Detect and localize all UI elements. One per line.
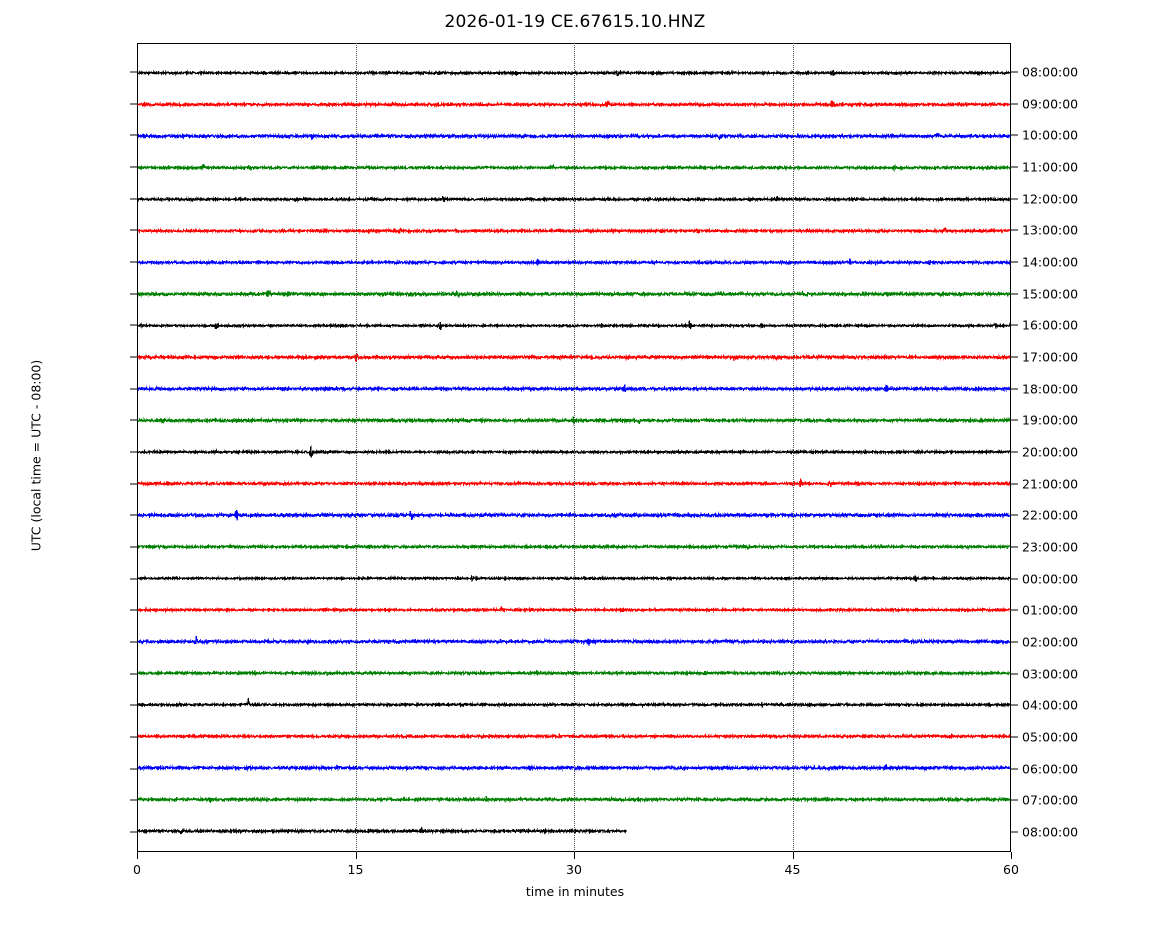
y-tick-mark-left xyxy=(130,166,137,168)
gridline-15min xyxy=(355,43,357,852)
y-tick-mark-left xyxy=(130,704,137,706)
y-tick-label-right: 03:00:00 xyxy=(1022,666,1079,682)
y-tick-label-right: 05:00:00 xyxy=(1022,729,1079,745)
y-tick-mark-left xyxy=(130,356,137,358)
y-tick-label-right: 08:00:00 xyxy=(1022,824,1079,840)
y-tick-mark-left xyxy=(130,483,137,485)
y-tick-label-right: 10:00:00 xyxy=(1022,127,1079,143)
y-tick-mark-left xyxy=(130,261,137,263)
y-tick-mark-right xyxy=(1011,546,1018,548)
y-tick-mark-right xyxy=(1011,641,1018,643)
x-tick-label: 0 xyxy=(133,862,141,877)
gridline-45min xyxy=(792,43,794,852)
y-axis-label: UTC (local time = UTC - 08:00) xyxy=(28,359,44,552)
x-axis-label: time in minutes xyxy=(525,884,625,899)
y-tick-mark-left xyxy=(130,103,137,105)
y-tick-mark-right xyxy=(1011,799,1018,801)
y-tick-label-right: 04:00:00 xyxy=(1022,697,1079,713)
y-tick-label-right: 17:00:00 xyxy=(1022,349,1079,365)
y-tick-mark-right xyxy=(1011,831,1018,833)
y-tick-mark-right xyxy=(1011,293,1018,295)
y-tick-label-right: 12:00:00 xyxy=(1022,191,1079,207)
y-tick-mark-left xyxy=(130,736,137,738)
x-tick-mark xyxy=(792,852,794,859)
y-tick-mark-right xyxy=(1011,103,1018,105)
y-tick-label-right: 13:00:00 xyxy=(1022,222,1079,238)
gridline-30min xyxy=(574,43,575,852)
y-tick-mark-left xyxy=(130,324,137,326)
y-tick-mark-left xyxy=(130,229,137,231)
y-tick-label-right: 20:00:00 xyxy=(1022,444,1079,460)
y-tick-label-right: 22:00:00 xyxy=(1022,507,1079,523)
y-tick-label-right: 18:00:00 xyxy=(1022,381,1079,397)
y-tick-label-right: 14:00:00 xyxy=(1022,254,1079,270)
x-tick-label: 45 xyxy=(784,862,801,877)
x-tick-label: 60 xyxy=(1003,862,1019,877)
y-tick-label-right: 16:00:00 xyxy=(1022,317,1079,333)
y-tick-label-right: 07:00:00 xyxy=(1022,792,1079,808)
y-tick-mark-right xyxy=(1011,388,1018,390)
y-tick-mark-left xyxy=(130,419,137,421)
y-tick-label-right: 23:00:00 xyxy=(1022,539,1079,555)
x-tick-label: 30 xyxy=(566,862,582,877)
y-tick-mark-right xyxy=(1011,419,1018,421)
y-tick-label-right: 15:00:00 xyxy=(1022,286,1079,302)
y-tick-mark-left xyxy=(130,293,137,295)
y-tick-mark-left xyxy=(130,388,137,390)
y-tick-mark-left xyxy=(130,198,137,200)
y-tick-mark-left xyxy=(130,578,137,580)
y-tick-mark-right xyxy=(1011,609,1018,611)
y-tick-mark-left xyxy=(130,768,137,770)
y-tick-mark-left xyxy=(130,451,137,453)
y-tick-label-right: 01:00:00 xyxy=(1022,602,1079,618)
y-tick-mark-left xyxy=(130,799,137,801)
y-tick-label-right: 02:00:00 xyxy=(1022,634,1079,650)
y-tick-mark-right xyxy=(1011,768,1018,770)
y-tick-mark-right xyxy=(1011,451,1018,453)
y-tick-mark-right xyxy=(1011,514,1018,516)
y-tick-label-right: 11:00:00 xyxy=(1022,159,1079,175)
y-tick-mark-right xyxy=(1011,736,1018,738)
y-tick-mark-left xyxy=(130,609,137,611)
y-tick-mark-left xyxy=(130,71,137,73)
y-tick-mark-left xyxy=(130,546,137,548)
y-tick-mark-right xyxy=(1011,229,1018,231)
y-tick-label-right: 08:00:00 xyxy=(1022,64,1079,80)
y-tick-mark-right xyxy=(1011,134,1018,136)
y-tick-mark-left xyxy=(130,673,137,675)
y-tick-label-right: 19:00:00 xyxy=(1022,412,1079,428)
y-tick-mark-right xyxy=(1011,198,1018,200)
y-tick-mark-right xyxy=(1011,71,1018,73)
x-tick-mark xyxy=(1011,852,1012,859)
y-tick-mark-right xyxy=(1011,483,1018,485)
x-tick-label: 15 xyxy=(347,862,364,877)
y-tick-mark-left xyxy=(130,134,137,136)
x-tick-mark xyxy=(355,852,357,859)
y-tick-mark-left xyxy=(130,831,137,833)
y-tick-mark-left xyxy=(130,641,137,643)
y-tick-label-right: 00:00:00 xyxy=(1022,571,1079,587)
x-tick-mark xyxy=(137,852,138,859)
y-tick-mark-right xyxy=(1011,324,1018,326)
y-tick-mark-right xyxy=(1011,704,1018,706)
x-tick-mark xyxy=(574,852,575,859)
y-tick-mark-right xyxy=(1011,356,1018,358)
y-tick-mark-right xyxy=(1011,261,1018,263)
trace-070000 xyxy=(137,826,627,835)
y-tick-mark-right xyxy=(1011,166,1018,168)
y-tick-label-right: 06:00:00 xyxy=(1022,761,1079,777)
y-tick-mark-left xyxy=(130,514,137,516)
y-tick-mark-right xyxy=(1011,578,1018,580)
y-tick-mark-right xyxy=(1011,673,1018,675)
page-title: 2026-01-19 CE.67615.10.HNZ xyxy=(444,12,706,32)
y-tick-label-right: 09:00:00 xyxy=(1022,96,1079,112)
y-tick-label-right: 21:00:00 xyxy=(1022,476,1079,492)
